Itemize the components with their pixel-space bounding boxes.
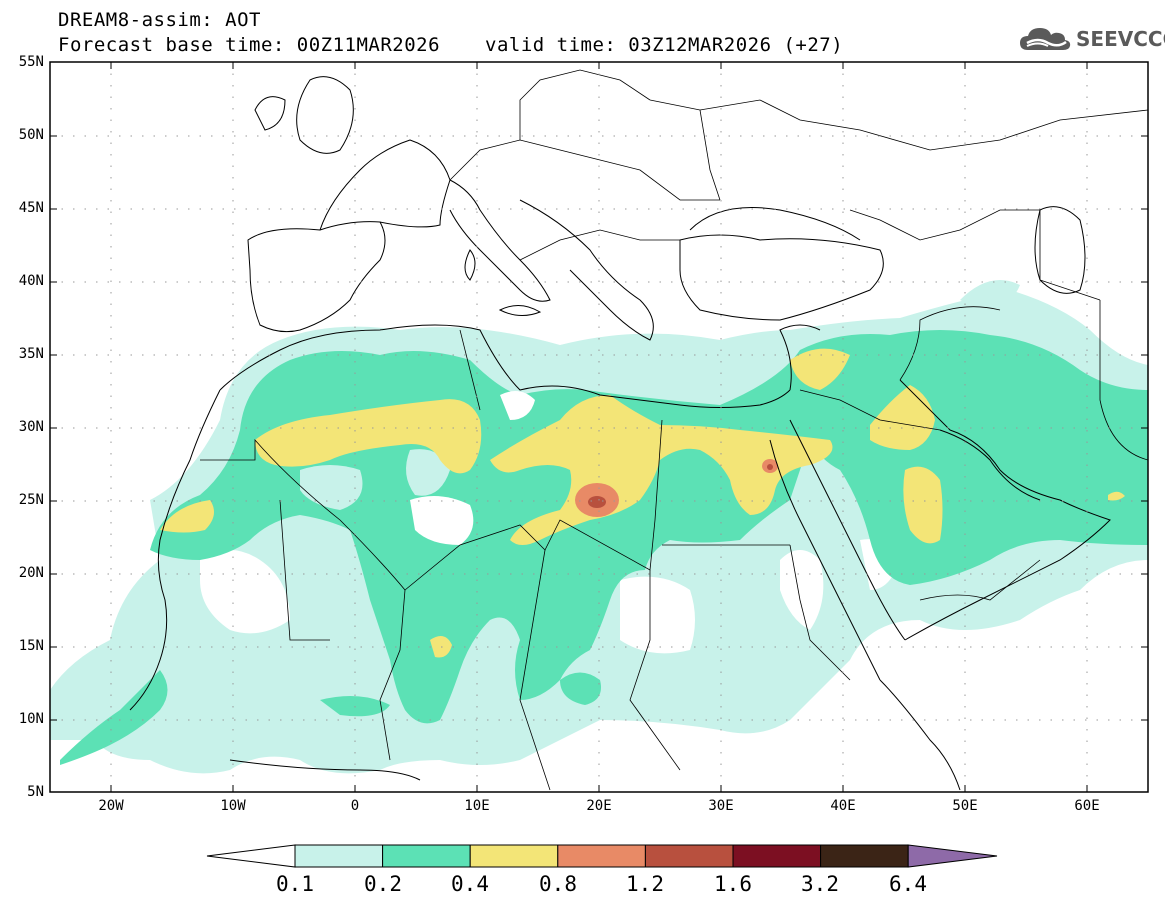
lon-label: 10W (220, 798, 246, 814)
colorbar-label: 0.4 (451, 872, 489, 896)
colorbar-label: 0.2 (364, 872, 402, 896)
colorbar-under-triangle (206, 844, 296, 868)
valid-time: valid time: 03Z12MAR2026 (+27) (485, 34, 844, 56)
lon-label: 60E (1074, 798, 1100, 814)
clear-patch-sahara (410, 391, 535, 545)
colorbar-swatch (732, 844, 822, 868)
aot-band-0.4 (160, 348, 1125, 658)
colorbar-label: 1.6 (714, 872, 752, 896)
coastlines (129, 76, 1111, 791)
colorbar-swatch (557, 844, 646, 868)
colorbar-label: 0.8 (539, 872, 577, 896)
lon-label: 40E (830, 798, 856, 814)
colorbar-over-triangle (907, 844, 998, 868)
colorbar-swatch (294, 844, 384, 868)
logo-text: SEEVCCC (1076, 27, 1165, 51)
seevccc-logo: SEEVCCC (1018, 24, 1165, 54)
aot-band-1.2 (588, 464, 773, 508)
colorbar-label: 6.4 (889, 872, 927, 896)
colorbar-label: 3.2 (801, 872, 839, 896)
lat-label: 30N (18, 419, 44, 435)
colorbar-swatch (644, 844, 734, 868)
lon-label: 50E (952, 798, 978, 814)
lat-label: 15N (18, 638, 44, 654)
map-title: DREAM8-assim: AOT (58, 9, 261, 31)
lat-label: 25N (18, 492, 44, 508)
colorbar-label: 1.2 (626, 872, 664, 896)
axis-ticks (50, 61, 1148, 792)
colorbar-swatch (382, 844, 471, 868)
lat-label: 35N (18, 346, 44, 362)
lon-label: 20E (586, 798, 612, 814)
lat-label: 55N (18, 54, 44, 70)
colorbar-swatch (820, 844, 909, 868)
lon-label: 0 (350, 798, 360, 814)
lat-label: 50N (18, 127, 44, 143)
lat-label: 45N (18, 200, 44, 216)
country-borders (200, 69, 1148, 791)
lat-label: 5N (27, 784, 44, 800)
forecast-base-time: Forecast base time: 00Z11MAR2026 (58, 34, 441, 56)
lat-label: 20N (18, 565, 44, 581)
lon-label: 10E (464, 798, 490, 814)
colorbar (206, 844, 998, 868)
colorbar-label: 0.1 (276, 872, 314, 896)
lat-label: 10N (18, 711, 44, 727)
lon-label: 20W (98, 798, 124, 814)
lon-label: 30E (708, 798, 734, 814)
lat-label: 40N (18, 273, 44, 289)
cloud-icon (1020, 28, 1071, 50)
clear-sky-patches (200, 539, 900, 654)
colorbar-swatch (469, 844, 559, 868)
